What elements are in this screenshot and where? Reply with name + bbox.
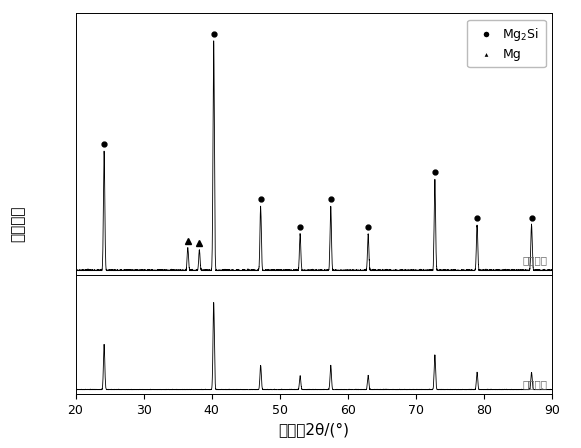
Text: 相对强度: 相对强度	[10, 206, 25, 242]
Text: 一次烧结: 一次烧结	[522, 255, 547, 265]
Legend: Mg$_2$Si, Mg: Mg$_2$Si, Mg	[468, 20, 546, 67]
X-axis label: 衍射角2θ/(°): 衍射角2θ/(°)	[278, 422, 349, 438]
Text: 二次烧结: 二次烧结	[522, 379, 547, 389]
